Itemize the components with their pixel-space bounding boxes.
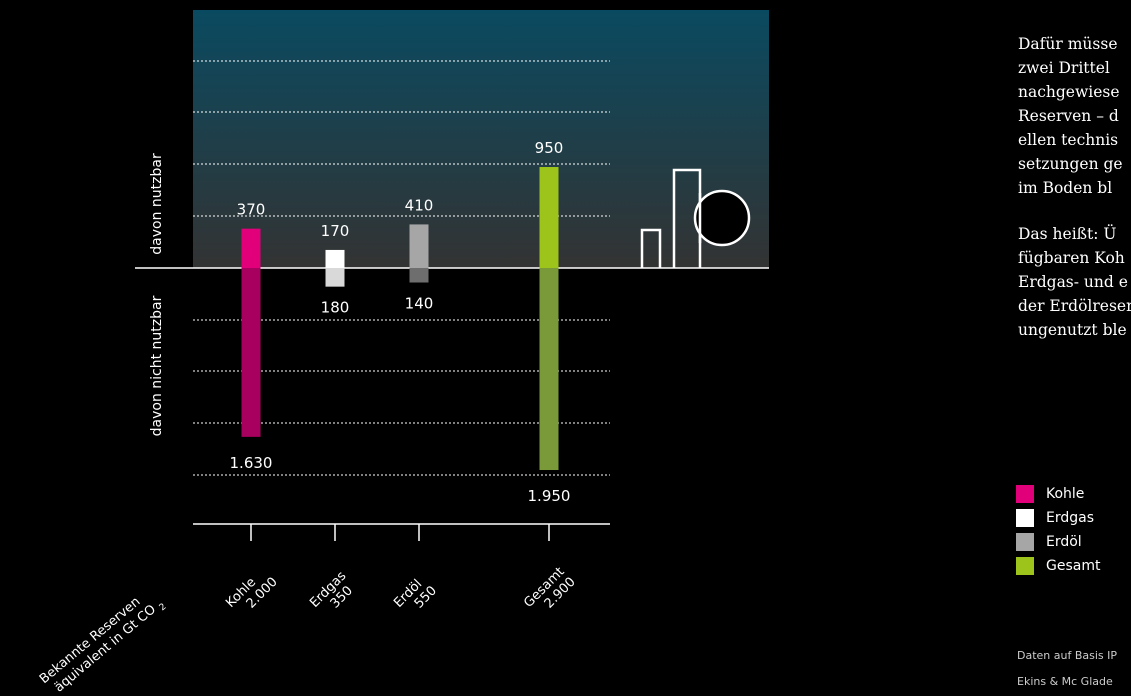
legend-label-gesamt: Gesamt: [1046, 558, 1100, 574]
bar-not-usable-kohle: [242, 268, 261, 437]
legend-label-kohle: Kohle: [1046, 486, 1084, 502]
value-label-usable-erdgas: 170: [321, 222, 350, 240]
category-label-erdl: Erdöl550: [391, 573, 440, 622]
upper-panel-background: [193, 10, 769, 268]
legend-item-erdl: Erdöl: [1016, 530, 1100, 554]
x-axis-label-line1: Bekannte Reserven: [37, 594, 143, 687]
value-label-not-usable-kohle: 1.630: [230, 454, 273, 472]
p2-line-1: fügbaren Koh: [1018, 249, 1125, 267]
source-note: Daten auf Basis IP Ekins & Mc Glade: [1017, 643, 1117, 695]
bar-not-usable-gesamt: [540, 268, 559, 470]
p1-line-2: nachgewiese: [1018, 83, 1120, 101]
bar-usable-erdgas: [326, 250, 345, 268]
x-axis-label-subscript: 2: [158, 602, 169, 613]
value-label-not-usable-gesamt: 1.950: [528, 487, 571, 505]
y-axis-upper-label: davon nutzbar: [149, 153, 165, 255]
source-line-2: Ekins & Mc Glade: [1017, 669, 1117, 695]
legend-item-erdgas: Erdgas: [1016, 506, 1100, 530]
p2-line-2: Erdgas- und e: [1018, 273, 1128, 291]
legend-swatch-erdgas: [1016, 509, 1034, 527]
p2-line-4: ungenutzt ble: [1018, 321, 1127, 339]
x-ticks: [251, 524, 549, 541]
legend-swatch-kohle: [1016, 485, 1034, 503]
bar-not-usable-erdl: [410, 268, 429, 283]
value-label-usable-gesamt: 950: [535, 139, 564, 157]
bar-not-usable-erdgas: [326, 268, 345, 287]
value-label-not-usable-erdgas: 180: [321, 299, 350, 317]
category-labels: Kohle2.000 Erdgas350 Erdöl550 Gesamt2.900: [223, 564, 578, 621]
p1-line-1: zwei Drittel: [1018, 59, 1110, 77]
legend-label-erdl: Erdöl: [1046, 534, 1082, 550]
p1-line-6: im Boden bl: [1018, 179, 1112, 197]
paragraph-2: Das heißt: Ü fügbaren Koh Erdgas- und e der…: [1018, 222, 1131, 342]
p1-line-3: Reserven – d: [1018, 107, 1119, 125]
bar-usable-erdl: [410, 224, 429, 268]
legend: Kohle Erdgas Erdöl Gesamt: [1016, 482, 1100, 578]
legend-item-kohle: Kohle: [1016, 482, 1100, 506]
body-text: Dafür müsse zwei Drittel nachgewiese Reserv…: [1018, 32, 1131, 342]
p1-line-5: setzungen ge: [1018, 155, 1123, 173]
category-label-gesamt: Gesamt2.900: [521, 564, 578, 621]
paragraph-1: Dafür müsse zwei Drittel nachgewiese Reserv…: [1018, 32, 1131, 200]
legend-item-gesamt: Gesamt: [1016, 554, 1100, 578]
p2-line-3: der Erdölreser: [1018, 297, 1131, 315]
legend-label-erdgas: Erdgas: [1046, 510, 1094, 526]
p1-line-0: Dafür müsse: [1018, 35, 1118, 53]
value-label-usable-erdl: 410: [405, 196, 434, 214]
value-label-usable-kohle: 370: [237, 201, 266, 219]
y-axis-lower-label: davon nicht nutzbar: [149, 295, 165, 436]
source-line-1: Daten auf Basis IP: [1017, 643, 1117, 669]
legend-swatch-erdl: [1016, 533, 1034, 551]
bar-usable-kohle: [242, 229, 261, 268]
reserves-chart: 370 1.630 170 180 410 140 950 1.950 davon nutzb…: [0, 0, 1000, 696]
category-label-kohle: Kohle2.000: [223, 564, 280, 621]
value-label-not-usable-erdl: 140: [405, 295, 434, 313]
bar-usable-gesamt: [540, 167, 559, 268]
legend-swatch-gesamt: [1016, 557, 1034, 575]
x-axis-label: Bekannte Reserven äquivalent in Gt CO 2: [37, 583, 169, 696]
category-label-erdgas: Erdgas350: [307, 569, 360, 622]
p1-line-4: ellen technis: [1018, 131, 1118, 149]
p2-line-0: Das heißt: Ü: [1018, 225, 1116, 243]
